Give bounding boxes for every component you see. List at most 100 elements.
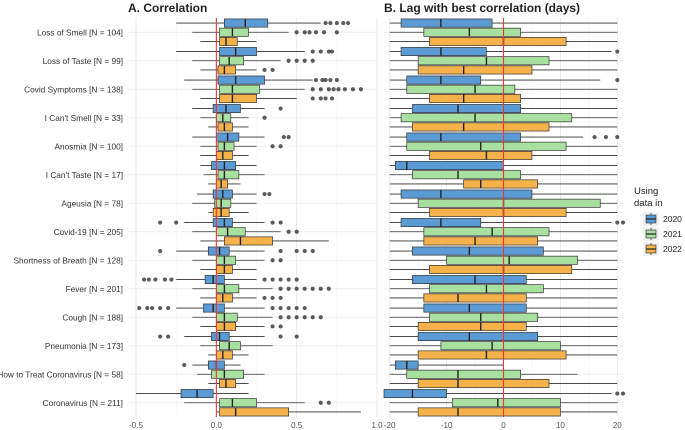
iqr-box bbox=[219, 398, 257, 408]
iqr-box bbox=[423, 303, 527, 313]
outlier-point bbox=[270, 305, 275, 311]
iqr-box bbox=[224, 236, 273, 246]
panel-a-plot: -0.5 0.0 0.5 1.0 bbox=[128, 18, 383, 430]
outlier-point bbox=[281, 134, 286, 140]
x-tick-label: 1.0 bbox=[371, 421, 383, 430]
outlier-point bbox=[294, 229, 299, 234]
outlier-point bbox=[592, 134, 597, 140]
iqr-box bbox=[219, 379, 236, 388]
category-label: Cough [N = 188] bbox=[62, 312, 123, 322]
iqr-box bbox=[216, 179, 228, 189]
outlier-point bbox=[294, 334, 299, 339]
outlier-point bbox=[323, 77, 328, 83]
outlier-point bbox=[318, 286, 323, 291]
x-tick-label: -10 bbox=[441, 421, 453, 430]
iqr-box bbox=[219, 341, 241, 351]
outlier-point bbox=[358, 87, 364, 92]
box-2020 bbox=[176, 47, 335, 57]
outlier-point bbox=[294, 30, 299, 35]
category-label: I Can't Taste [N = 17] bbox=[46, 170, 123, 180]
box-2022 bbox=[200, 236, 329, 246]
outlier-point bbox=[326, 87, 331, 92]
iqr-box bbox=[224, 18, 269, 28]
outlier-point bbox=[342, 87, 347, 92]
box-2020 bbox=[389, 47, 620, 57]
outlier-point bbox=[318, 400, 323, 405]
outlier-point bbox=[328, 77, 333, 83]
outlier-point bbox=[326, 286, 331, 291]
iqr-box bbox=[216, 322, 236, 331]
iqr-box bbox=[383, 389, 447, 399]
box-2022 bbox=[200, 151, 249, 160]
iqr-box bbox=[217, 75, 265, 85]
legend-label: 2021 bbox=[663, 229, 682, 239]
category-label: Covid-19 [N = 205] bbox=[54, 227, 123, 237]
outlier-point bbox=[262, 295, 267, 301]
iqr-box bbox=[211, 161, 236, 170]
outlier-point bbox=[310, 96, 315, 101]
outlier-point bbox=[262, 277, 267, 282]
outlier-point bbox=[310, 286, 315, 291]
outlier-point bbox=[294, 248, 299, 254]
box-2022 bbox=[200, 293, 283, 303]
iqr-box bbox=[417, 332, 538, 342]
box-2021 bbox=[389, 369, 578, 379]
iqr-box bbox=[412, 275, 527, 285]
outlier-point bbox=[286, 286, 291, 291]
iqr-box bbox=[395, 161, 504, 170]
outlier-point bbox=[294, 58, 299, 63]
category-label: Ageusia [N = 78] bbox=[61, 198, 123, 208]
iqr-box bbox=[400, 189, 533, 199]
iqr-box bbox=[440, 341, 561, 351]
outlier-point bbox=[318, 96, 323, 101]
box-2022 bbox=[208, 179, 241, 189]
outlier-point bbox=[278, 277, 283, 282]
iqr-box bbox=[429, 208, 567, 217]
category-label: Shortness of Breath [N = 128] bbox=[13, 255, 123, 265]
panel-a-title: A. Correlation bbox=[128, 1, 207, 15]
outlier-point bbox=[310, 49, 315, 54]
box-2020 bbox=[389, 360, 504, 370]
outlier-point bbox=[615, 391, 620, 396]
outlier-point bbox=[278, 258, 283, 263]
iqr-box bbox=[406, 132, 521, 142]
panel-b-plot: -20 -10 0 10 20 bbox=[383, 18, 626, 430]
legend-title-line2: data in bbox=[634, 198, 663, 209]
box-2021 bbox=[203, 170, 265, 180]
outlier-point bbox=[620, 220, 626, 225]
box-2021 bbox=[200, 113, 267, 123]
box-2020 bbox=[383, 389, 626, 399]
x-tick-label: 10 bbox=[556, 421, 565, 430]
iqr-box bbox=[417, 379, 550, 388]
outlier-point bbox=[336, 87, 341, 92]
outlier-point bbox=[182, 362, 187, 368]
iqr-box bbox=[417, 322, 527, 331]
box-2021 bbox=[192, 27, 339, 37]
iqr-box bbox=[451, 398, 561, 408]
outlier-point bbox=[158, 334, 163, 339]
category-label: Pneumonia [N = 173] bbox=[45, 341, 123, 351]
outlier-point bbox=[615, 134, 620, 140]
box-2022 bbox=[200, 265, 257, 274]
iqr-box bbox=[446, 255, 578, 265]
outlier-point bbox=[294, 315, 299, 320]
outlier-point bbox=[162, 277, 168, 282]
iqr-box bbox=[429, 93, 521, 103]
box-2022 bbox=[208, 208, 249, 217]
iqr-box bbox=[406, 75, 482, 85]
iqr-box bbox=[219, 93, 257, 103]
iqr-box bbox=[429, 151, 533, 160]
iqr-box bbox=[429, 265, 573, 274]
box-2021 bbox=[200, 141, 283, 151]
iqr-box bbox=[400, 113, 573, 123]
iqr-box bbox=[406, 84, 516, 94]
x-tick-label: 0.5 bbox=[291, 421, 303, 430]
iqr-box bbox=[219, 47, 257, 57]
outlier-point bbox=[166, 305, 171, 311]
x-tick-label: -0.5 bbox=[129, 421, 143, 430]
legend-key-2021: 2021 bbox=[643, 227, 682, 241]
box-2021 bbox=[200, 341, 273, 351]
outlier-point bbox=[270, 324, 275, 329]
outlier-point bbox=[270, 277, 275, 282]
iqr-box bbox=[216, 350, 233, 360]
